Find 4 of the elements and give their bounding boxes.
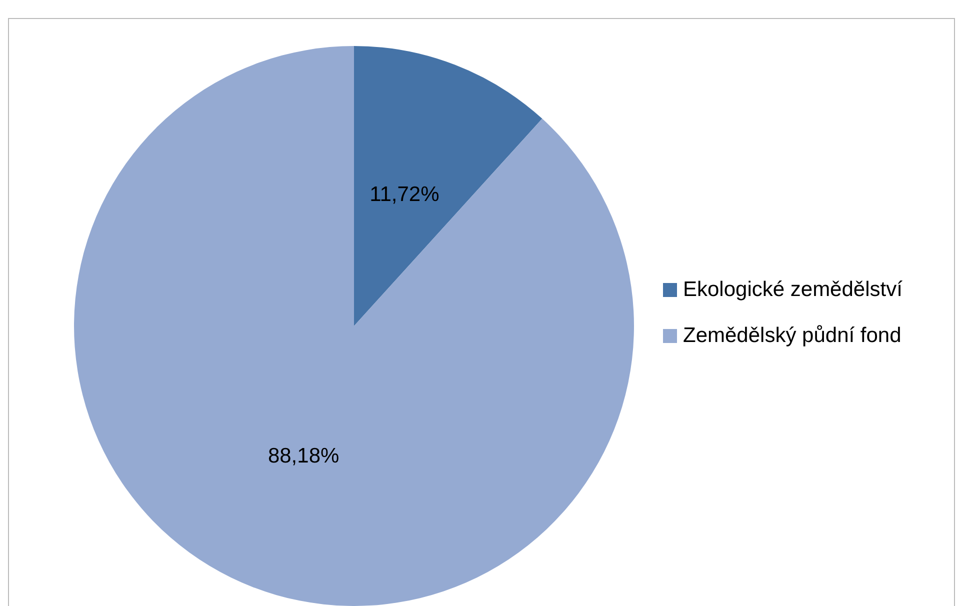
legend-label: Zemědělský půdní fond [683,324,902,348]
legend-label: Ekologické zemědělství [683,278,902,302]
data-label: 11,72% [370,183,440,206]
data-label: 88,18% [268,444,340,468]
